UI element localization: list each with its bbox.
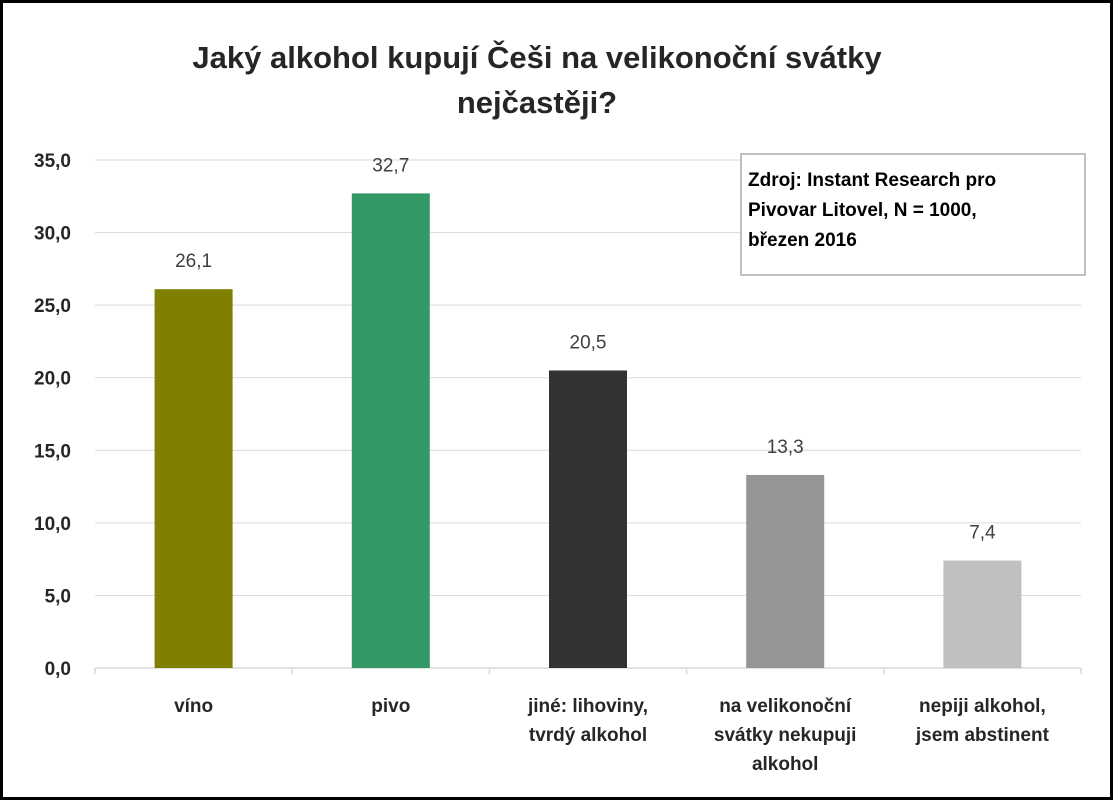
x-category-label: víno bbox=[174, 696, 213, 717]
chart-title-line-2: nejčastěji? bbox=[457, 85, 617, 120]
data-labels: 26,1 32,7 20,5 13,3 7,4 bbox=[175, 155, 996, 543]
y-tick-label: 5,0 bbox=[45, 586, 71, 607]
y-tick-label: 0,0 bbox=[45, 659, 71, 680]
bar bbox=[746, 474, 825, 668]
x-category-label: svátky nekupuji bbox=[714, 725, 857, 746]
x-category-label: na velikonoční bbox=[719, 696, 852, 717]
axes bbox=[94, 667, 1082, 674]
source-annotation-box bbox=[740, 153, 1086, 276]
source-annotation-line-1: Zdroj: Instant Research pro bbox=[748, 170, 996, 191]
y-tick-label: 15,0 bbox=[34, 441, 71, 462]
y-tick-label: 25,0 bbox=[34, 296, 71, 317]
data-label: 13,3 bbox=[767, 437, 804, 458]
bar bbox=[154, 289, 233, 668]
y-axis-tick-labels: 0,0 5,0 10,0 15,0 20,0 25,0 30,0 35,0 bbox=[34, 151, 71, 680]
chart-title-line-1: Jaký alkohol kupují Češi na velikonoční … bbox=[192, 39, 882, 75]
x-category-label: nepiji alkohol, bbox=[919, 696, 1046, 717]
data-label: 26,1 bbox=[175, 251, 212, 272]
source-annotation-line-3: březen 2016 bbox=[748, 230, 857, 251]
x-category-label: alkohol bbox=[752, 754, 819, 775]
y-tick-label: 30,0 bbox=[34, 224, 71, 245]
x-category-label: jsem abstinent bbox=[915, 725, 1050, 746]
data-label: 32,7 bbox=[372, 155, 409, 176]
y-tick-label: 35,0 bbox=[34, 151, 71, 172]
data-label: 7,4 bbox=[969, 523, 996, 544]
source-annotation-line-2: Pivovar Litovel, N = 1000, bbox=[748, 200, 977, 221]
source-annotation: Zdroj: Instant Research pro Pivovar Lito… bbox=[740, 153, 1086, 276]
x-axis-category-labels: víno pivo jiné: lihoviny, tvrdý alkohol na v… bbox=[174, 696, 1050, 775]
x-category-label: jiné: lihoviny, bbox=[527, 696, 648, 717]
bars bbox=[154, 193, 1022, 668]
bar bbox=[351, 193, 430, 668]
chart-title: Jaký alkohol kupují Češi na velikonoční … bbox=[192, 39, 882, 120]
x-category-label: tvrdý alkohol bbox=[529, 725, 647, 746]
x-category-label: pivo bbox=[371, 696, 410, 717]
bar bbox=[943, 560, 1022, 668]
bar bbox=[549, 370, 627, 668]
data-label: 20,5 bbox=[570, 332, 607, 353]
y-tick-label: 10,0 bbox=[34, 514, 71, 535]
y-tick-label: 20,0 bbox=[34, 369, 71, 390]
bar-chart: Jaký alkohol kupují Češi na velikonoční … bbox=[34, 39, 1086, 775]
